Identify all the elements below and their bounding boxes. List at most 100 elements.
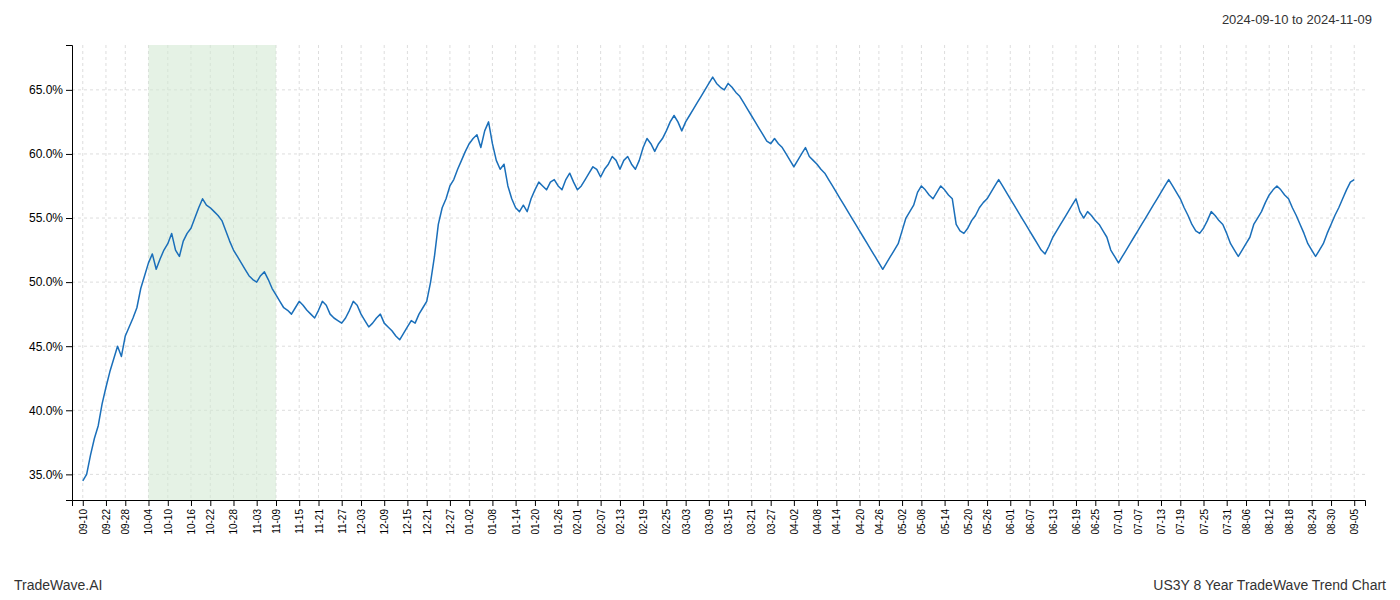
x-tick-label: 06-07 [1025,509,1036,535]
x-tick-mark [1076,500,1077,506]
grid-line-x [341,45,342,500]
x-tick-label: 07-19 [1175,509,1186,535]
chart: 35.0%40.0%45.0%50.0%55.0%60.0%65.0%09-10… [0,0,1400,600]
grid-line-x [1160,45,1161,500]
x-tick-mark [1161,500,1162,506]
grid-line-x [515,45,516,500]
grid-line-x [1180,45,1181,500]
x-tick-mark [1227,500,1228,506]
x-tick-label: 08-18 [1284,509,1295,535]
x-tick-label: 06-25 [1090,509,1101,535]
y-tick: 55.0% [29,211,72,225]
x-axis-line [73,501,1366,507]
x-tick-label: 02-25 [661,509,672,535]
x-tick: 02-07 [596,500,607,535]
x-tick-mark [902,500,903,506]
y-tick-mark [66,346,72,347]
grid-line-x [708,45,709,500]
x-tick-label: 04-08 [812,509,823,535]
x-tick-label: 12-09 [379,509,390,535]
x-tick: 09-28 [120,500,131,535]
x-tick: 10-16 [186,500,197,535]
x-tick: 08-30 [1326,500,1337,535]
x-tick-mark [1289,500,1290,506]
grid-line-x [492,45,493,500]
grid-line-x [1052,45,1053,500]
x-tick-label: 04-20 [855,509,866,535]
x-tick-label: 09-10 [78,509,89,535]
grid-line-x [318,45,319,500]
x-tick-mark [125,500,126,506]
x-tick-label: 04-14 [831,509,842,535]
x-tick-label: 11-15 [294,509,305,534]
x-tick-mark [450,500,451,506]
annotation: TradeWave.AI [14,577,102,593]
grid-line-x [1354,45,1355,500]
x-tick: 12-03 [356,500,367,535]
x-tick-mark [968,500,969,506]
y-tick: 50.0% [29,275,72,289]
x-tick-mark [1354,500,1355,506]
x-tick: 01-02 [464,500,475,535]
grid-line-x [728,45,729,500]
x-tick: 06-19 [1071,500,1082,535]
x-tick-label: 08-24 [1307,509,1318,535]
x-tick-mark [299,500,300,506]
x-tick-mark [945,500,946,506]
y-tick-mark [66,154,72,155]
x-tick-mark [1331,500,1332,506]
x-tick: 10-22 [205,500,216,535]
x-tick-label: 10-10 [163,509,174,535]
x-tick-mark [558,500,559,506]
x-tick-label: 03-21 [746,509,757,535]
title: US3Y 8 Year TradeWave Trend Chart [1153,577,1386,593]
x-tick-mark [1180,500,1181,506]
grid-line-x [558,45,559,500]
grid-line-x [987,45,988,500]
x-tick: 09-10 [78,500,89,535]
grid-line-x [859,45,860,500]
x-tick-mark [384,500,385,506]
x-tick: 08-12 [1264,500,1275,535]
x-tick: 02-01 [572,500,583,535]
grid [72,45,1365,500]
x-tick-label: 11-27 [337,509,348,534]
grid-line-x [469,45,470,500]
x-tick-mark [148,500,149,506]
x-tick-mark [643,500,644,506]
x-tick-mark [407,500,408,506]
grid-line-x [1311,45,1312,500]
x-tick-label: 09-28 [120,509,131,535]
x-tick: 04-14 [831,500,842,535]
x-tick-label: 10-04 [143,509,154,535]
x-tick: 06-01 [1005,500,1016,535]
x-tick-label: 03-15 [723,509,734,535]
x-tick-label: 12-03 [356,509,367,535]
x-tick: 07-13 [1156,500,1167,535]
x-tick: 05-26 [982,500,993,535]
grid-line-x [770,45,771,500]
x-tick-mark [1095,500,1096,506]
x-tick: 01-20 [530,500,541,535]
x-tick-mark [577,500,578,506]
x-tick: 08-06 [1241,500,1252,535]
grid-line-x [361,45,362,500]
x-tick-label: 05-26 [982,509,993,535]
grid-line-x [1226,45,1227,500]
x-tick-mark [836,500,837,506]
y-tick-mark [66,474,72,475]
x-tick-label: 12-21 [422,509,433,535]
x-tick: 01-26 [553,500,564,535]
x-tick: 09-22 [101,500,112,535]
x-tick-label: 12-15 [402,509,413,535]
x-tick: 07-01 [1113,500,1124,535]
grid-line-x [817,45,818,500]
x-tick-mark [601,500,602,506]
x-tick-mark [860,500,861,506]
x-tick-label: 04-02 [789,509,800,535]
x-tick-mark [728,500,729,506]
x-tick: 02-13 [615,500,626,535]
line [83,77,1354,481]
x-tick: 08-24 [1307,500,1318,535]
y-tick-label: 65.0% [29,83,63,97]
